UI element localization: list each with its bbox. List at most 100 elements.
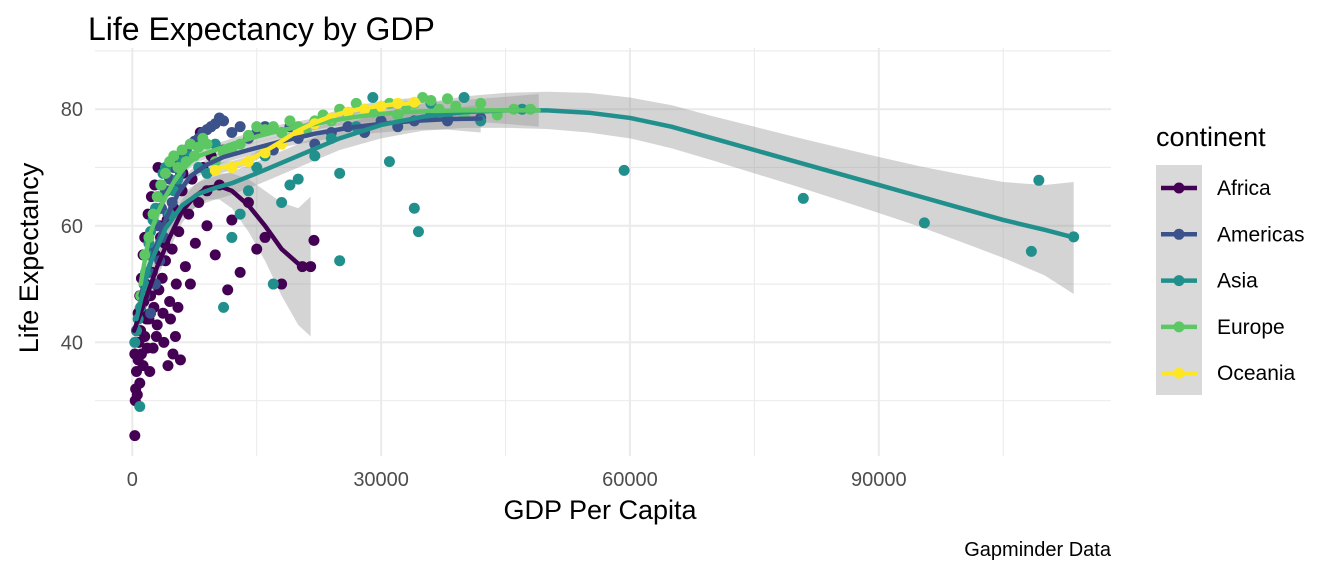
legend-label-asia: Asia [1217, 270, 1258, 293]
point-africa [183, 208, 195, 220]
smooth-lines [131, 100, 1076, 333]
point-europe [159, 167, 171, 179]
point-asia [458, 92, 470, 104]
point-asia [797, 192, 809, 204]
point-africa [174, 354, 186, 366]
x-tick-label: 60000 [602, 469, 658, 491]
point-europe [441, 93, 453, 105]
legend-label-oceania: Oceania [1217, 362, 1296, 385]
point-asia [276, 196, 288, 208]
point-africa [184, 278, 196, 290]
x-tick-label: 90000 [851, 469, 907, 491]
point-asia [367, 92, 379, 104]
point-asia [1025, 245, 1037, 257]
point-asia [267, 278, 279, 290]
y-axis-ticks: 40 60 80 [61, 99, 83, 354]
point-americas [218, 115, 230, 127]
point-asia [618, 164, 630, 176]
x-axis-title: GDP Per Capita [503, 495, 697, 525]
point-africa [158, 336, 170, 348]
point-asia [242, 185, 254, 197]
y-tick-label: 40 [61, 332, 83, 354]
point-africa [134, 377, 146, 389]
point-africa [129, 430, 141, 442]
legend-key-point-americas [1173, 228, 1185, 240]
point-africa [147, 342, 159, 354]
legend-label-africa: Africa [1217, 177, 1271, 200]
point-africa [151, 319, 163, 331]
point-africa [226, 214, 238, 226]
point-africa [162, 360, 174, 372]
point-asia [218, 301, 230, 313]
x-tick-label: 30000 [353, 469, 409, 491]
point-europe [417, 92, 429, 104]
point-africa [189, 237, 201, 249]
point-africa [157, 307, 169, 319]
smooth-line-oceania [213, 100, 421, 171]
legend-title: continent [1156, 122, 1266, 152]
point-africa [276, 278, 288, 290]
legend-items: Africa Americas Asia Europe Oceania [1161, 177, 1305, 385]
point-europe [425, 94, 437, 106]
point-europe [475, 97, 487, 109]
legend-key-point-asia [1173, 275, 1185, 287]
point-africa [234, 266, 246, 278]
legend-key-point-oceania [1173, 367, 1185, 379]
point-asia [918, 217, 930, 229]
point-africa [251, 243, 263, 255]
point-africa [222, 284, 234, 296]
smooth-line-europe [138, 108, 541, 287]
point-africa [169, 331, 181, 343]
point-africa [209, 249, 221, 261]
point-africa [259, 231, 271, 243]
point-africa [139, 331, 151, 343]
plot-panel [95, 48, 1111, 456]
point-asia [408, 202, 420, 214]
point-asia [334, 167, 346, 179]
point-europe [251, 121, 263, 133]
point-europe [193, 141, 205, 153]
point-africa [164, 313, 176, 325]
point-asia [334, 255, 346, 267]
point-africa [201, 220, 213, 232]
point-europe [184, 138, 196, 150]
point-asia [201, 167, 213, 179]
point-europe [168, 150, 180, 162]
point-asia [129, 336, 141, 348]
point-africa [308, 234, 320, 246]
point-africa [144, 365, 156, 377]
point-africa [193, 196, 205, 208]
caption: Gapminder Data [964, 539, 1112, 561]
point-asia [234, 208, 246, 220]
y-axis-title: Life Expectancy [14, 162, 44, 353]
point-europe [155, 179, 167, 191]
point-asia [226, 231, 238, 243]
point-africa [129, 348, 141, 360]
chart-title: Life Expectancy by GDP [88, 11, 435, 47]
point-americas [145, 307, 157, 319]
legend-label-americas: Americas [1217, 223, 1305, 246]
y-tick-label: 60 [61, 216, 83, 238]
point-europe [350, 97, 362, 109]
point-africa [172, 301, 184, 313]
y-tick-label: 80 [61, 99, 83, 121]
legend-key-point-europe [1173, 321, 1185, 333]
point-asia [309, 150, 321, 162]
point-europe [151, 191, 163, 203]
point-asia [292, 173, 304, 185]
legend: continent Africa Americas Asia Europe Oceani… [1156, 122, 1305, 395]
point-africa [170, 278, 182, 290]
point-europe [284, 115, 296, 127]
point-africa [166, 243, 178, 255]
confidence-band-asia [136, 91, 1074, 331]
point-africa [167, 348, 179, 360]
x-axis-ticks: 0 30000 60000 90000 [127, 469, 907, 491]
point-africa [131, 389, 143, 401]
point-asia [134, 400, 146, 412]
point-asia [284, 179, 296, 191]
point-asia [1033, 174, 1045, 186]
point-americas [234, 121, 246, 133]
point-africa [179, 261, 191, 273]
point-africa [164, 296, 176, 308]
